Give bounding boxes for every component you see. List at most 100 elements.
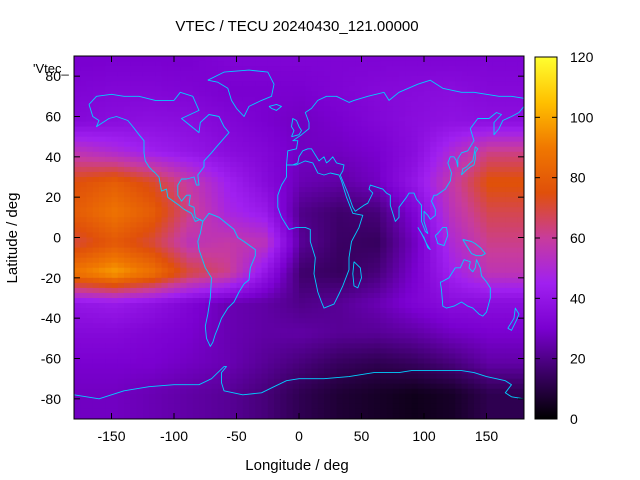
heatmap-cell bbox=[286, 116, 294, 123]
heatmap-cell bbox=[311, 358, 319, 365]
heatmap-cell bbox=[449, 156, 456, 163]
heatmap-cell bbox=[111, 166, 119, 173]
heatmap-cell bbox=[486, 318, 494, 324]
heatmap-cell bbox=[505, 116, 513, 123]
heatmap-cell bbox=[367, 217, 375, 223]
heatmap-cell bbox=[474, 272, 481, 279]
heatmap-cell bbox=[130, 182, 138, 188]
heatmap-cell bbox=[492, 353, 500, 360]
heatmap-cell bbox=[411, 61, 419, 67]
heatmap-cell bbox=[480, 353, 488, 360]
heatmap-cell bbox=[424, 56, 431, 62]
heatmap-cell bbox=[349, 71, 356, 77]
heatmap-cell bbox=[405, 81, 413, 87]
heatmap-cell bbox=[217, 106, 225, 113]
heatmap-cell bbox=[305, 378, 313, 385]
heatmap-cell bbox=[261, 363, 269, 370]
heatmap-cell bbox=[355, 227, 363, 234]
heatmap-cell bbox=[186, 217, 194, 223]
heatmap-cell bbox=[336, 363, 344, 370]
heatmap-cell bbox=[330, 353, 338, 360]
heatmap-cell bbox=[136, 343, 144, 350]
heatmap-cell bbox=[224, 378, 231, 385]
heatmap-cell bbox=[149, 136, 156, 143]
heatmap-cell bbox=[405, 136, 413, 143]
heatmap-cell bbox=[355, 192, 363, 198]
heatmap-cell bbox=[217, 303, 225, 309]
heatmap-cell bbox=[267, 257, 275, 264]
heatmap-cell bbox=[305, 166, 313, 173]
heatmap-cell bbox=[217, 227, 225, 234]
heatmap-cell bbox=[80, 207, 88, 213]
heatmap-cell bbox=[217, 197, 225, 203]
heatmap-cell bbox=[136, 313, 144, 319]
heatmap-cell bbox=[405, 192, 413, 198]
heatmap-cell bbox=[367, 171, 375, 178]
heatmap-cell bbox=[86, 242, 94, 249]
heatmap-cell bbox=[80, 353, 88, 360]
heatmap-cell bbox=[111, 333, 119, 339]
heatmap-cell bbox=[505, 197, 513, 203]
heatmap-cell bbox=[411, 383, 419, 390]
heatmap-cell bbox=[74, 106, 81, 113]
heatmap-cell bbox=[99, 363, 106, 370]
heatmap-cell bbox=[155, 171, 163, 178]
heatmap-cell bbox=[161, 388, 169, 395]
heatmap-cell bbox=[367, 277, 375, 284]
heatmap-cell bbox=[355, 313, 363, 319]
heatmap-cell bbox=[392, 156, 400, 163]
heatmap-cell bbox=[517, 348, 524, 355]
heatmap-cell bbox=[442, 303, 450, 309]
heatmap-cell bbox=[186, 156, 194, 163]
heatmap-cell bbox=[392, 207, 400, 213]
heatmap-cell bbox=[80, 403, 88, 410]
heatmap-cell bbox=[355, 358, 363, 365]
heatmap-cell bbox=[280, 156, 288, 163]
heatmap-cell bbox=[274, 131, 281, 138]
heatmap-cell bbox=[167, 217, 175, 223]
heatmap-cell bbox=[199, 383, 206, 390]
heatmap-cell bbox=[149, 141, 156, 148]
heatmap-cell bbox=[511, 378, 519, 385]
heatmap-cell bbox=[230, 393, 238, 400]
heatmap-cell bbox=[392, 298, 400, 304]
heatmap-cell bbox=[330, 292, 338, 299]
heatmap-cell bbox=[330, 116, 338, 123]
heatmap-cell bbox=[224, 151, 231, 158]
heatmap-cell bbox=[399, 323, 406, 329]
heatmap-cell bbox=[474, 358, 481, 365]
heatmap-cell bbox=[92, 71, 100, 77]
heatmap-cell bbox=[255, 141, 263, 148]
heatmap-cell bbox=[511, 333, 519, 339]
heatmap-cell bbox=[192, 313, 200, 319]
heatmap-cell bbox=[299, 287, 306, 294]
heatmap-cell bbox=[86, 232, 94, 239]
heatmap-cell bbox=[211, 146, 219, 153]
heatmap-cell bbox=[111, 282, 119, 289]
heatmap-cell bbox=[342, 282, 350, 289]
heatmap-cell bbox=[461, 388, 469, 395]
heatmap-cell bbox=[274, 121, 281, 128]
heatmap-cell bbox=[499, 166, 506, 173]
heatmap-cell bbox=[486, 272, 494, 279]
heatmap-cell bbox=[517, 81, 524, 87]
heatmap-cell bbox=[380, 368, 388, 375]
heatmap-cell bbox=[399, 202, 406, 208]
heatmap-cell bbox=[342, 323, 350, 329]
heatmap-cell bbox=[130, 363, 138, 370]
heatmap-cell bbox=[355, 277, 363, 284]
heatmap-cell bbox=[142, 156, 150, 163]
heatmap-cell bbox=[417, 242, 425, 249]
heatmap-cell bbox=[274, 348, 281, 355]
heatmap-cell bbox=[224, 343, 231, 350]
heatmap-cell bbox=[474, 398, 481, 405]
heatmap-cell bbox=[286, 121, 294, 128]
heatmap-cell bbox=[374, 333, 381, 339]
heatmap-cell bbox=[236, 182, 244, 188]
heatmap-cell bbox=[117, 197, 125, 203]
heatmap-cell bbox=[136, 403, 144, 410]
heatmap-cell bbox=[161, 318, 169, 324]
heatmap-cell bbox=[474, 277, 481, 284]
heatmap-cell bbox=[336, 267, 344, 274]
heatmap-cell bbox=[130, 166, 138, 173]
